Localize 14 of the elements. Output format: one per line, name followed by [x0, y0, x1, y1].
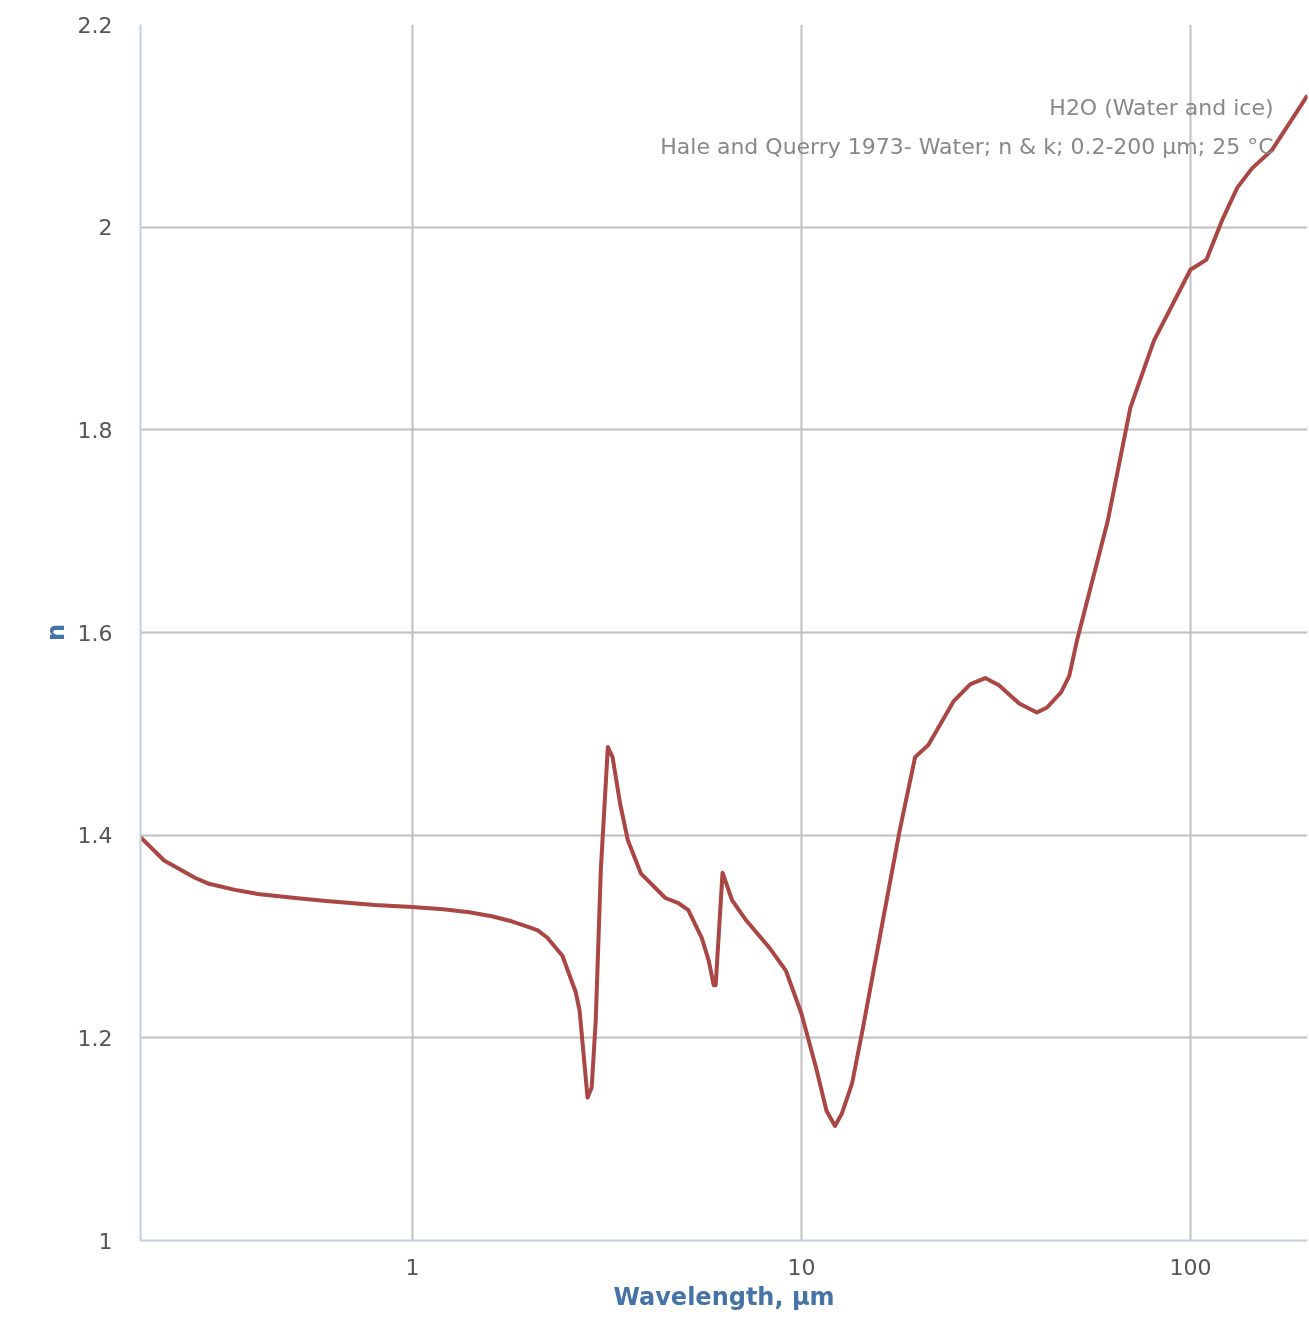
x-axis-title: Wavelength, µm — [613, 1282, 835, 1311]
y-axis-title: n — [41, 623, 70, 642]
x-tick-label: 100 — [1169, 1254, 1212, 1280]
annotation: H2O (Water and ice) — [1049, 95, 1274, 120]
y-tick-label: 1.4 — [77, 823, 113, 849]
y-tick-label: 2.2 — [77, 12, 113, 38]
y-tick-label: 2 — [98, 215, 113, 241]
annotation: Hale and Querry 1973- Water; n & k; 0.2-200 µm; 25 °C — [660, 134, 1274, 159]
x-tick-label: 10 — [787, 1254, 816, 1280]
y-tick-label: 1 — [98, 1228, 113, 1254]
y-tick-label: 1.8 — [77, 417, 113, 443]
y-tick-label: 1.2 — [77, 1025, 113, 1051]
x-tick-label: 1 — [405, 1254, 420, 1280]
y-tick-label: 1.6 — [77, 620, 113, 646]
